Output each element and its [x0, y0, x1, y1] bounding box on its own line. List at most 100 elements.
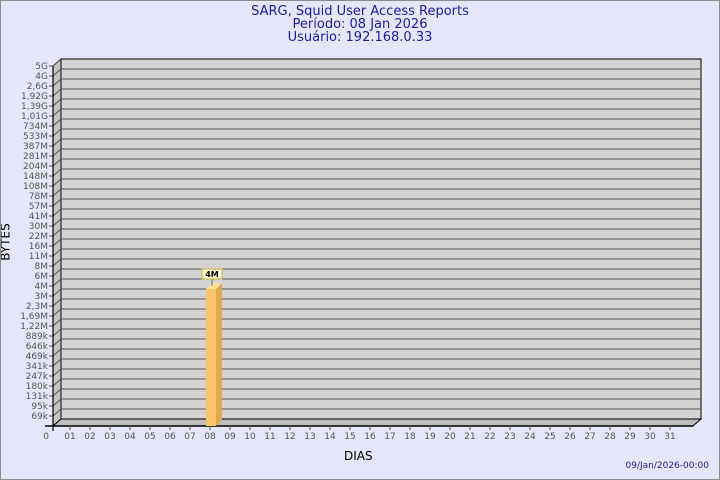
y-tick-label: 1,01G	[21, 112, 48, 122]
x-tick-label: 10	[244, 432, 256, 442]
x-tick-label: 24	[524, 432, 536, 442]
y-tick-label: 131k	[26, 392, 49, 402]
floor	[51, 418, 703, 427]
y-tick-slant	[52, 218, 62, 227]
x-tick-label: 14	[324, 432, 336, 442]
y-tick-slant	[52, 278, 62, 287]
y-tick-slant	[52, 178, 62, 187]
y-tick-label: 57M	[29, 202, 48, 212]
y-tick-label: 16M	[29, 242, 48, 252]
x-tick-label: 09	[224, 432, 236, 442]
y-tick-label: 30M	[29, 222, 48, 232]
x-tick-label: 17	[384, 432, 395, 442]
y-tick-slant	[52, 248, 62, 257]
x-tick-label: 15	[344, 432, 355, 442]
x-tick-label: 30	[644, 432, 656, 442]
x-tick-label: 18	[404, 432, 416, 442]
y-tick-slant	[52, 238, 62, 247]
y-tick-slant	[52, 338, 62, 347]
y-tick-label: 3M	[35, 292, 49, 302]
y-tick-label: 180k	[26, 382, 49, 392]
y-tick-slant	[52, 148, 62, 157]
bar-side-08	[216, 283, 222, 426]
chart-period: Período: 08 Jan 2026	[292, 17, 428, 32]
y-tick-label: 78M	[29, 192, 48, 202]
x-tick-label: 03	[104, 432, 115, 442]
y-tick-label: 646k	[26, 342, 49, 352]
x-tick-label: 22	[484, 432, 495, 442]
y-tick-slant	[52, 108, 62, 117]
x-tick-label: 26	[564, 432, 576, 442]
x-tick-label: 04	[124, 432, 136, 442]
y-tick-label: 41M	[29, 212, 48, 222]
y-tick-slant	[52, 398, 62, 407]
y-tick-label: 22M	[29, 232, 48, 242]
x-tick-label: 29	[624, 432, 636, 442]
x-tick-label: 05	[144, 432, 155, 442]
bar-top-08	[206, 283, 222, 290]
x-tick-label: 02	[84, 432, 95, 442]
y-tick-slant	[52, 118, 62, 127]
y-tick-slant	[52, 268, 62, 277]
y-tick-label: 148M	[23, 172, 48, 182]
y-tick-label: 1,39G	[21, 102, 48, 112]
y-tick-label: 1,22M	[20, 322, 48, 332]
y-tick-slant	[52, 348, 62, 357]
x-tick-label: 25	[544, 432, 555, 442]
x-tick-label: 21	[464, 432, 475, 442]
bar-08	[206, 289, 216, 426]
x-tick-label: 08	[204, 432, 216, 442]
y-tick-slant	[52, 128, 62, 137]
x-tick-label: 06	[164, 432, 176, 442]
y-tick-slant	[52, 68, 62, 77]
y-tick-slant	[52, 258, 62, 267]
x-tick-label: 13	[304, 432, 315, 442]
y-tick-label: 2,6G	[27, 82, 48, 92]
y-tick-slant	[52, 58, 62, 67]
y-tick-slant	[52, 368, 62, 377]
y-tick-label: 4G	[35, 72, 48, 82]
generated-timestamp: 09/Jan/2026-00:00	[625, 461, 709, 471]
x-tick-label: 19	[424, 432, 436, 442]
x-tick-label: 23	[504, 432, 515, 442]
y-tick-label: 1,69M	[20, 312, 48, 322]
y-tick-slant	[52, 98, 62, 107]
y-tick-label: 387M	[23, 142, 48, 152]
y-tick-label: 281M	[23, 152, 48, 162]
y-tick-slant	[52, 378, 62, 387]
x-tick-label: 12	[284, 432, 295, 442]
y-tick-slant	[52, 78, 62, 87]
x-tick-label: 20	[444, 432, 456, 442]
data-label-08: 4M	[205, 270, 219, 279]
chart-title: SARG, Squid User Access Reports	[251, 4, 469, 19]
x-tick-label: 27	[584, 432, 595, 442]
y-tick-slant	[52, 228, 62, 237]
y-tick-label: 247k	[26, 372, 49, 382]
data-label-box	[201, 268, 223, 280]
y-tick-slant	[52, 388, 62, 397]
y-tick-label: 204M	[23, 162, 48, 172]
y-tick-slant	[52, 168, 62, 177]
y-tick-label: 469k	[26, 352, 49, 362]
x-tick-label: 28	[604, 432, 616, 442]
y-tick-label: 1,92G	[21, 92, 48, 102]
y-tick-label: 8M	[35, 262, 49, 272]
chart-user: Usuário: 192.168.0.33	[287, 30, 433, 45]
y-tick-label: 889k	[26, 332, 49, 342]
y-tick-label: 6M	[35, 272, 49, 282]
y-tick-slant	[52, 138, 62, 147]
y-tick-label: 69k	[31, 412, 48, 422]
y-tick-slant	[52, 328, 62, 337]
x-tick-label: 31	[664, 432, 675, 442]
y-tick-slant	[52, 88, 62, 97]
y-origin-label: 0	[43, 432, 49, 442]
y-tick-label: 533M	[23, 132, 48, 142]
y-tick-label: 341k	[26, 362, 49, 372]
y-tick-slant	[52, 408, 62, 417]
y-tick-slant	[52, 288, 62, 297]
y-tick-label: 95k	[31, 402, 48, 412]
x-tick-label: 01	[64, 432, 75, 442]
y-tick-slant	[52, 198, 62, 207]
